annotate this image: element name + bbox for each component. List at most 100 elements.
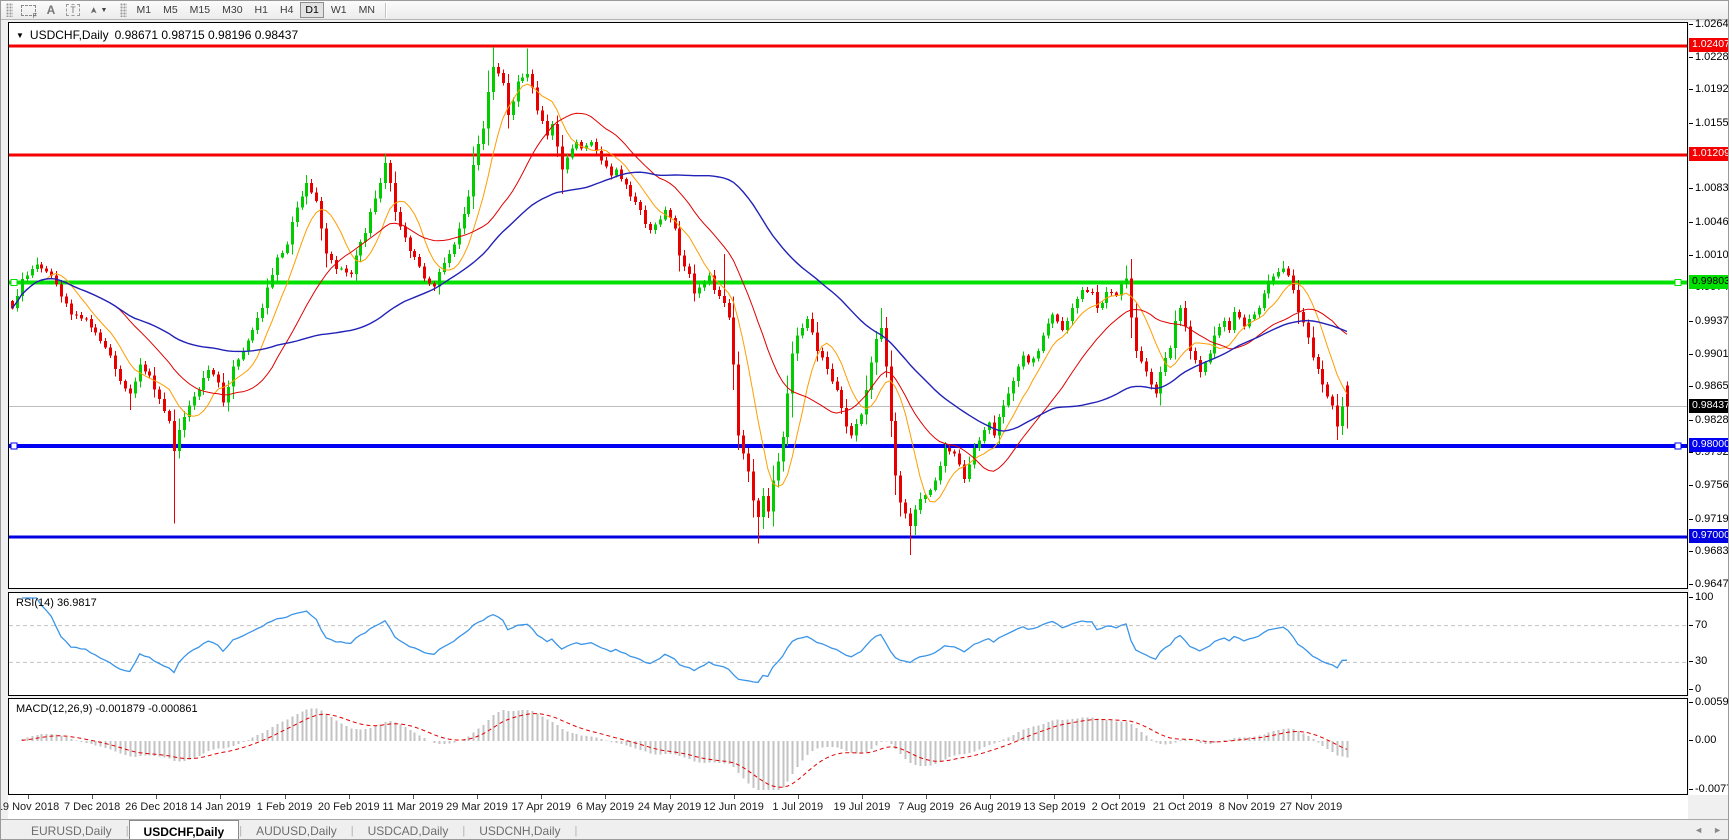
- price-tick-label-tick: [1689, 221, 1693, 223]
- line-handle[interactable]: [1674, 442, 1682, 450]
- rsi-scale-label: 30: [1695, 655, 1708, 668]
- price-tick-label-tick: [1689, 419, 1693, 421]
- chart-tab-audusd[interactable]: AUDUSD,Daily: [256, 824, 337, 838]
- date-label: 21 Oct 2019: [1152, 801, 1213, 813]
- timeframe-button-w1[interactable]: W1: [330, 4, 347, 16]
- chart-tab-eurusd[interactable]: EURUSD,Daily: [31, 824, 112, 838]
- date-tick: [28, 795, 29, 799]
- chart-tab-usdcnh[interactable]: USDCNH,Daily: [479, 824, 561, 838]
- price-tick-label-tick: [1689, 485, 1693, 487]
- rsi-line: [21, 597, 1347, 684]
- date-tick: [1118, 795, 1120, 799]
- chart-title: ▼ USDCHF,Daily 0.98671 0.98715 0.98196 0…: [16, 28, 298, 42]
- price-tick-label-tick: [1689, 23, 1693, 25]
- price-axis: 1.026401.022801.019201.015501.011901.008…: [1689, 18, 1729, 795]
- price-tick-label-tick: [1689, 353, 1693, 355]
- tab-separator: |: [462, 824, 466, 837]
- date-tick: [1182, 795, 1184, 799]
- rsi-scale-label-tick: [1689, 661, 1693, 663]
- date-tick: [220, 795, 222, 799]
- line-price-chip: 1.02407: [1689, 38, 1728, 53]
- chart-symbol-period: USDCHF,Daily: [29, 28, 109, 42]
- timeframe-button-mn[interactable]: MN: [358, 4, 375, 16]
- macd-scale-label-tick: [1689, 702, 1693, 703]
- date-label: 14 Jan 2019: [190, 801, 251, 813]
- cursor-tools-button[interactable]: ➤ ▼: [85, 2, 112, 19]
- date-label: 26 Aug 2019: [959, 801, 1022, 813]
- timeframe-button-m30[interactable]: M30: [222, 4, 243, 16]
- tab-scroll-arrows: ◄ ►: [1694, 825, 1722, 835]
- timeframe-button-h1[interactable]: H1: [254, 4, 268, 16]
- timeframe-button-m5[interactable]: M5: [163, 4, 178, 16]
- date-tick: [1311, 795, 1312, 799]
- text-label-button[interactable]: A: [41, 2, 61, 19]
- timeframe-button-m1[interactable]: M1: [136, 4, 152, 16]
- chart-tab-bar: EURUSD,Daily | USDCHF,Daily | AUDUSD,Daily | U…: [1, 819, 1728, 839]
- date-label: 20 Feb 2019: [317, 801, 380, 813]
- tab-scroll-left-icon[interactable]: ◄: [1694, 825, 1704, 835]
- macd-signal-line: [21, 713, 1348, 788]
- frame-tool-button[interactable]: F: [16, 2, 41, 20]
- date-label: 13 Sep 2019: [1023, 801, 1086, 813]
- text-box-button[interactable]: T: [61, 2, 85, 19]
- main-chart-panel: ▼ USDCHF,Daily 0.98671 0.98715 0.98196 0…: [8, 22, 1688, 589]
- timeframe-button-m15[interactable]: M15: [189, 4, 211, 16]
- rsi-scale-label: 0: [1695, 683, 1702, 695]
- macd-scale-label-tick: [1689, 789, 1693, 790]
- macd-panel: MACD(12,26,9) -0.001879 -0.000861: [8, 698, 1688, 795]
- date-label: 1 Jul 2019: [772, 801, 824, 813]
- price-tick-label-tick: [1689, 122, 1693, 124]
- price-tick-label: 1.00830: [1695, 182, 1729, 195]
- ma-mid-line: [11, 112, 1348, 472]
- date-tick: [156, 795, 158, 799]
- line-handle[interactable]: [10, 279, 18, 287]
- date-label: 26 Dec 2018: [125, 801, 188, 813]
- line-price-chip: 0.98000: [1689, 438, 1728, 453]
- line-price-chip: 0.99803: [1689, 274, 1728, 289]
- chart-tab-usdchf[interactable]: USDCHF,Daily: [128, 820, 240, 839]
- down-candle-bodies: [11, 66, 1349, 527]
- line-handle[interactable]: [10, 442, 18, 450]
- date-tick: [412, 795, 414, 799]
- chart-ohlc-values: 0.98671 0.98715 0.98196 0.98437: [114, 28, 299, 42]
- collapse-caret-icon[interactable]: ▼: [16, 30, 24, 40]
- date-label: 24 May 2019: [637, 801, 702, 813]
- ma-slow-line: [11, 171, 1348, 432]
- rsi-canvas[interactable]: [9, 593, 1687, 695]
- rsi-scale-label: 70: [1695, 618, 1708, 631]
- date-tick: [348, 795, 350, 799]
- macd-scale-label: -0.007737: [1695, 783, 1728, 795]
- date-tick: [797, 795, 799, 799]
- line-handle[interactable]: [1674, 279, 1682, 287]
- rsi-scale-label-tick: [1689, 689, 1693, 690]
- price-tick-label-tick: [1689, 320, 1693, 322]
- timeframe-button-h4[interactable]: H4: [279, 4, 294, 16]
- tab-scroll-right-icon[interactable]: ►: [1713, 825, 1722, 835]
- rsi-scale-label-tick: [1689, 624, 1693, 626]
- dropdown-caret-icon: ▼: [100, 6, 108, 14]
- line-price-chip: 1.01209: [1689, 146, 1728, 161]
- toolbar-drag-handle-icon[interactable]: [120, 3, 128, 17]
- price-tick-label-tick: [1689, 188, 1693, 190]
- toolbar-drag-handle-icon[interactable]: [6, 3, 13, 17]
- macd-canvas[interactable]: [9, 699, 1687, 794]
- price-tick-label: 1.00460: [1695, 215, 1729, 228]
- date-label: 19 Jul 2019: [833, 801, 891, 813]
- timeframe-button-d1[interactable]: D1: [300, 2, 324, 18]
- up-candle-wicks: [17, 46, 1343, 535]
- toolbar: F A T ➤ ▼ M1 M5 M15 M30 H1 H4 D1 W1 MN: [1, 1, 1728, 20]
- chart-tab-usdcad[interactable]: USDCAD,Daily: [367, 824, 449, 838]
- tab-separator: |: [350, 824, 354, 837]
- date-label: 7 Dec 2018: [64, 801, 121, 813]
- main-chart-canvas[interactable]: [9, 23, 1687, 588]
- date-label: 6 May 2019: [576, 801, 635, 813]
- price-tick-label-tick: [1689, 89, 1693, 91]
- down-candle-wicks: [12, 63, 1348, 556]
